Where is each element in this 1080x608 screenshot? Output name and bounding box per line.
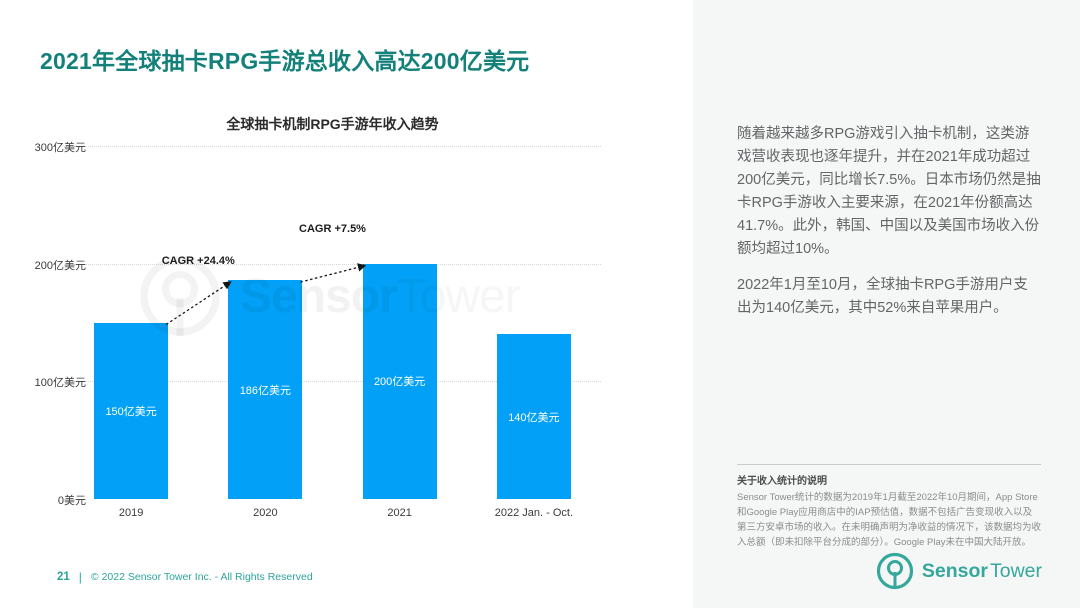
copyright-text: © 2022 Sensor Tower Inc. - All Rights Re… <box>90 571 313 583</box>
footnote-body: Sensor Tower统计的数据为2019年1月截至2022年10月期间，Ap… <box>737 492 1042 548</box>
y-tick-label-0: 0美元 <box>57 495 86 507</box>
y-gridline-200 <box>66 263 601 265</box>
footnote: 关于收入统计的说明 Sensor Tower统计的数据为2019年1月截至202… <box>737 464 1041 550</box>
footer-separator: | <box>78 570 82 584</box>
logo-text-light: Tower <box>989 559 1042 582</box>
x-tick-label: 2019 <box>118 507 144 519</box>
y-tick-label-100: 100亿美元 <box>34 377 86 390</box>
bar-2020: 186亿美元 <box>228 280 303 499</box>
x-tick-label: 2022 Jan. - Oct. <box>494 507 573 519</box>
bar-value-label: 186亿美元 <box>239 384 292 397</box>
body-paragraph-1: 随着越来越多RPG游戏引入抽卡机制，这类游戏营收表现也逐年提升，并在2021年成… <box>737 126 1041 257</box>
bar-value-label: 200亿美元 <box>373 376 426 389</box>
footnote-title: 关于收入统计的说明 <box>737 476 827 487</box>
body-copy: 随着越来越多RPG游戏引入抽卡机制，这类游戏营收表现也逐年提升，并在2021年成… <box>737 123 1041 333</box>
page-footer: 21 | © 2022 Sensor Tower Inc. - All Righ… <box>57 570 313 584</box>
cagr-arrow-1 <box>165 281 232 326</box>
y-gridline-100 <box>66 381 601 383</box>
bar-2022 Jan. - Oct.: 140亿美元 <box>496 334 571 499</box>
cagr-annotation-1: CAGR +24.4% <box>161 255 235 268</box>
bar-2019: 150亿美元 <box>94 322 169 499</box>
cagr-annotation-2: CAGR +7.5% <box>299 222 366 235</box>
page-number: 21 <box>57 571 70 583</box>
page-title: 2021年全球抽卡RPG手游总收入高达200亿美元 <box>40 48 530 74</box>
sensortower-logo-icon <box>876 552 913 590</box>
y-tick-label-300: 300亿美元 <box>34 142 86 154</box>
sensortower-logo-text: Sensor Tower <box>922 560 1042 583</box>
footnote-divider <box>737 464 1041 465</box>
bar-value-label: 140亿美元 <box>508 411 560 424</box>
x-tick-label: 2021 <box>387 507 412 519</box>
chart-title: 全球抽卡机制RPG手游年收入趋势 <box>226 116 439 132</box>
body-paragraph-2: 2022年1月至10月，全球抽卡RPG手游用户支出为140亿美元，其中52%来自… <box>737 277 1028 316</box>
y-gridline-300 <box>66 146 601 147</box>
y-tick-label-200: 200亿美元 <box>34 259 86 272</box>
chart-panel: 2021年全球抽卡RPG手游总收入高达200亿美元 全球抽卡机制RPG手游年收入… <box>34 48 601 584</box>
sensortower-logo: Sensor Tower <box>875 551 1042 591</box>
logo-text-bold: Sensor <box>921 559 988 582</box>
text-panel: 随着越来越多RPG游戏引入抽卡机制，这类游戏营收表现也逐年提升，并在2021年成… <box>693 0 1080 608</box>
x-tick-label: 2020 <box>253 507 278 519</box>
bar-value-label: 150亿美元 <box>105 405 157 418</box>
cagr-arrow-2 <box>300 263 367 283</box>
bar-2021: 200亿美元 <box>362 263 437 499</box>
